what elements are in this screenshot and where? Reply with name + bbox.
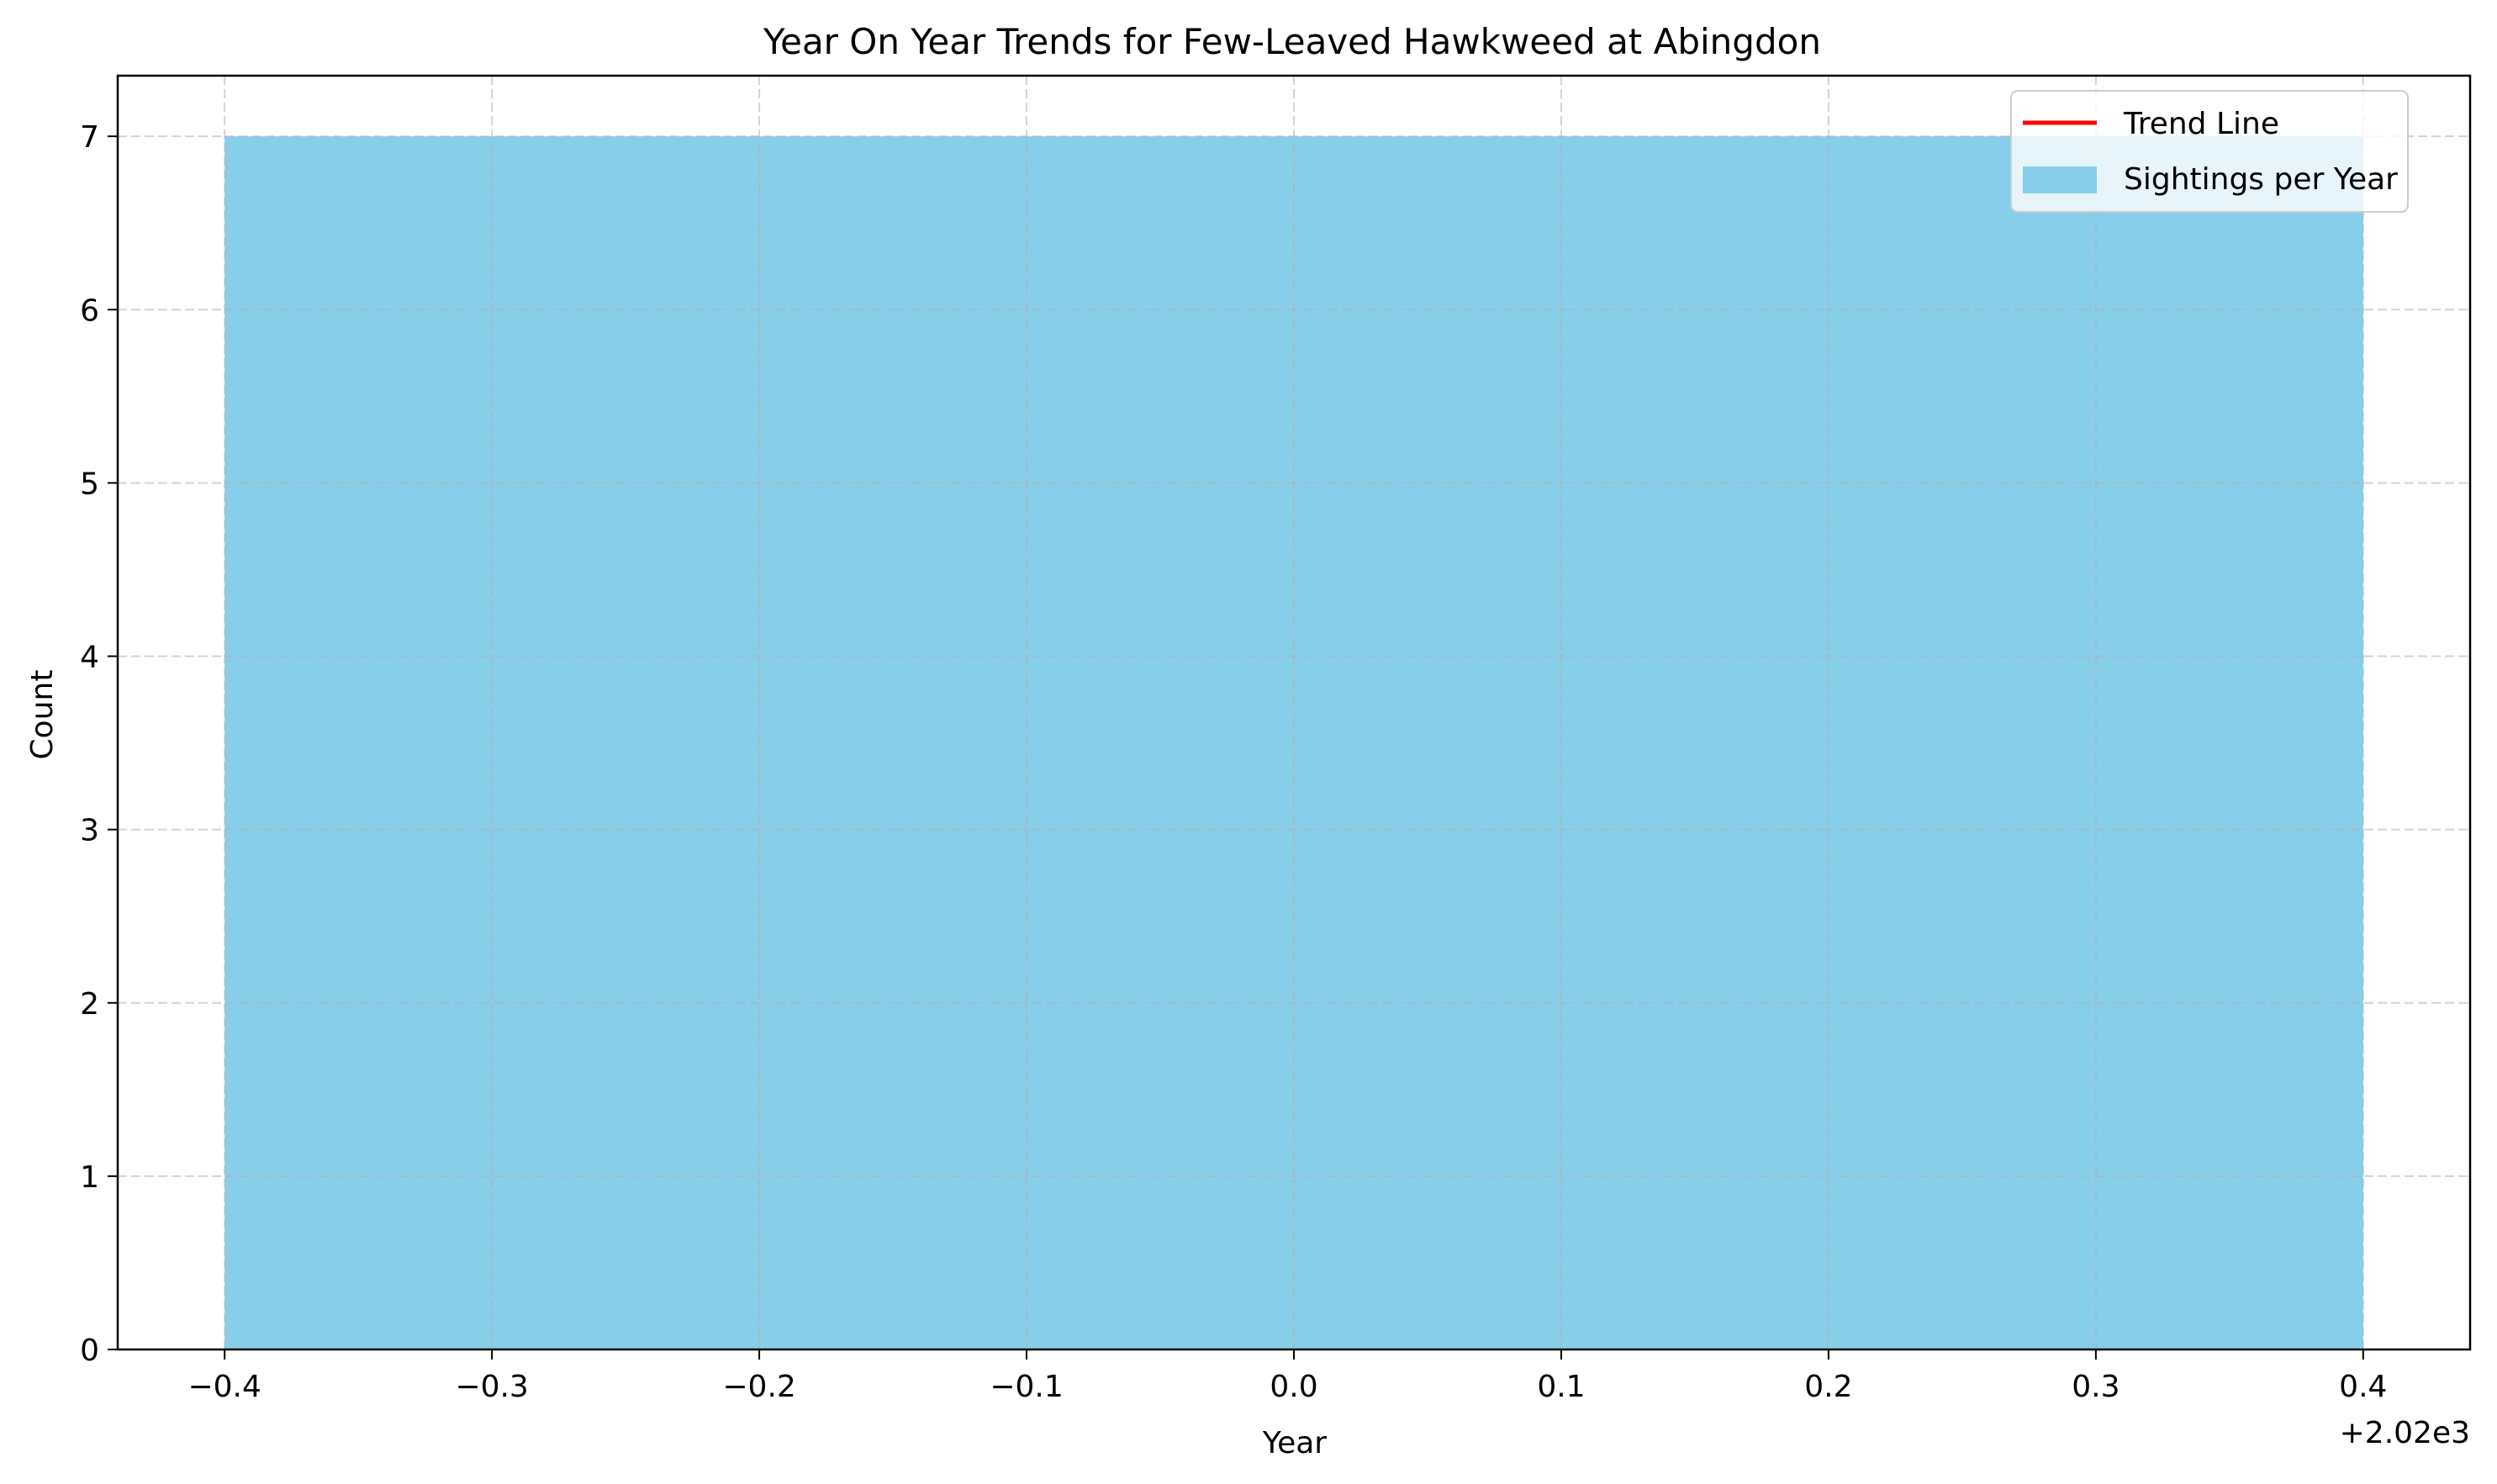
x-tick-label: −0.2 xyxy=(722,1370,795,1404)
x-axis-ticks: −0.4 −0.3 −0.2 −0.1 0.0 0.1 0.2 0.3 0.4 xyxy=(187,1349,2387,1404)
y-axis-label: Count xyxy=(25,670,60,760)
legend-sightings-label: Sightings per Year xyxy=(2124,162,2398,197)
x-tick-label: −0.3 xyxy=(455,1370,528,1404)
x-tick-label: 0.2 xyxy=(1804,1370,1852,1404)
chart-title: Year On Year Trends for Few-Leaved Hawkw… xyxy=(763,21,1821,62)
y-tick-label: 5 xyxy=(80,467,99,501)
legend-sightings-swatch xyxy=(2023,166,2097,193)
x-tick-label: 0.3 xyxy=(2072,1370,2120,1404)
y-tick-label: 6 xyxy=(80,293,99,328)
y-tick-label: 4 xyxy=(80,641,99,675)
x-tick-label: −0.1 xyxy=(990,1370,1063,1404)
y-tick-label: 2 xyxy=(80,987,99,1022)
legend: Trend Line Sightings per Year xyxy=(2010,90,2409,213)
x-tick-label: 0.4 xyxy=(2339,1370,2387,1404)
y-tick-label: 7 xyxy=(80,120,99,155)
legend-box xyxy=(2010,90,2409,213)
x-axis-offset-label: +2.02e3 xyxy=(2340,1416,2470,1450)
x-tick-label: 0.0 xyxy=(1270,1370,1317,1404)
y-tick-label: 0 xyxy=(80,1333,99,1368)
x-tick-label: 0.1 xyxy=(1537,1370,1585,1404)
y-axis-ticks: 0 1 2 3 4 5 6 7 xyxy=(80,120,118,1368)
x-axis-label: Year xyxy=(1262,1426,1327,1460)
y-tick-label: 1 xyxy=(80,1160,99,1195)
x-tick-label: −0.4 xyxy=(187,1370,261,1404)
y-tick-label: 3 xyxy=(80,814,99,848)
legend-trend-line-label: Trend Line xyxy=(2123,107,2279,141)
